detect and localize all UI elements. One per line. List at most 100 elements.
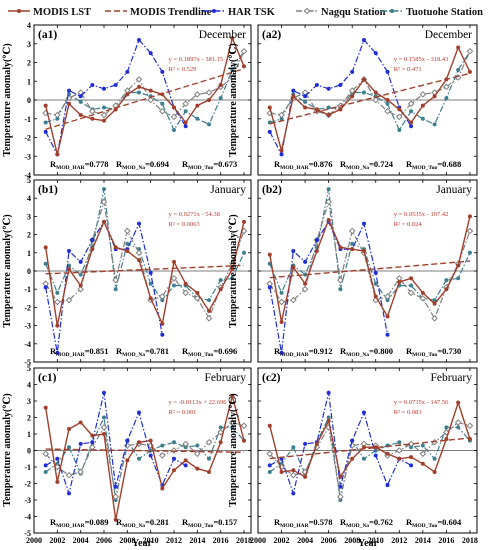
data-point: [395, 113, 403, 121]
data-point: [78, 94, 83, 99]
data-point: [172, 283, 176, 288]
x-tick-label: 2006: [321, 536, 337, 545]
y-tick-label: -4: [24, 171, 31, 180]
data-point: [242, 219, 246, 224]
r-value-mod-har: RMOD_HAR=0.089: [50, 517, 109, 529]
data-point: [361, 38, 366, 42]
data-point: [361, 221, 366, 226]
data-point: [407, 100, 415, 108]
data-point: [361, 248, 366, 253]
data-point: [172, 105, 176, 110]
data-point: [170, 113, 178, 121]
data-point: [160, 486, 165, 491]
data-point: [160, 69, 165, 74]
x-tick-label: 2016: [438, 536, 454, 545]
y-tick-label: -2: [24, 480, 31, 489]
data-point: [113, 245, 118, 250]
data-point: [218, 287, 223, 292]
data-point: [373, 294, 378, 299]
data-point: [217, 429, 224, 436]
data-point: [385, 483, 390, 488]
data-point: [279, 319, 284, 324]
y-tick-label: 1: [27, 430, 31, 439]
y-tick-label: 1: [27, 77, 31, 86]
data-point: [432, 301, 437, 306]
data-point: [148, 270, 153, 275]
data-point: [90, 247, 95, 252]
data-point: [148, 281, 153, 286]
data-point: [303, 99, 308, 104]
data-point: [240, 47, 248, 55]
data-point: [160, 332, 165, 337]
data-point: [409, 120, 414, 125]
data-point: [207, 469, 211, 474]
data-point: [291, 445, 296, 450]
trendline: [269, 72, 471, 125]
series-line: [269, 45, 471, 151]
data-point: [183, 124, 188, 129]
data-point: [207, 98, 211, 102]
data-point: [279, 469, 284, 474]
trend-equation: y = 0.1585x - 318.43: [394, 56, 449, 63]
outer-labels: Temperature anomaly(℃) Temperature anomal…: [2, 43, 379, 549]
series-line: [269, 188, 471, 302]
y-tick-label: 5: [27, 364, 31, 373]
data-point: [466, 422, 474, 430]
series-line: [45, 220, 245, 327]
data-point: [373, 51, 378, 56]
data-point: [242, 250, 246, 255]
data-point: [267, 423, 272, 428]
legend: MODIS LST MODIS Trendline HAR TSK Nagqu Sta…: [8, 7, 483, 18]
y-tick-label: 3: [27, 397, 31, 406]
data-point: [205, 438, 213, 446]
data-point: [397, 279, 402, 284]
series-line: [269, 400, 471, 479]
data-point: [291, 248, 296, 253]
data-point: [159, 107, 166, 115]
data-point: [419, 450, 427, 458]
data-point: [194, 91, 201, 98]
data-point: [230, 276, 235, 281]
data-point: [384, 107, 391, 115]
data-point: [207, 122, 211, 127]
legend-entry-tuotuohe-station: Tuotuohe Station: [381, 7, 483, 18]
panels: -4 -3 -2 -1 0 1 2 3 4 (a1) December y = 0.1897x - 3…: [24, 21, 478, 545]
y-axis-label: Temperature anomaly(℃): [2, 214, 13, 327]
data-point: [43, 469, 48, 474]
data-point: [385, 101, 390, 106]
data-point: [397, 107, 402, 112]
y-axis-label: Temperature anomaly(℃): [2, 43, 13, 156]
data-point: [90, 238, 95, 243]
trendline: [269, 260, 470, 279]
trend-equation: y = 0.0271x - 54.38: [169, 211, 220, 218]
data-point: [43, 405, 48, 410]
y-tick-label: -2: [24, 303, 31, 312]
y-tick-label: -5: [24, 358, 31, 367]
data-point: [137, 90, 141, 95]
data-point: [361, 456, 366, 461]
data-point: [326, 187, 331, 192]
data-point: [172, 128, 176, 132]
data-point: [290, 296, 297, 304]
series-line: [45, 395, 245, 520]
data-point: [125, 458, 130, 463]
data-point: [67, 101, 71, 106]
y-axis-label: Temperature anomaly(℃): [228, 393, 239, 506]
data-point: [100, 198, 108, 206]
data-point: [42, 450, 49, 458]
data-point: [350, 94, 355, 99]
x-tick-label: 2004: [73, 536, 89, 545]
data-point: [102, 432, 106, 436]
data-point: [467, 214, 472, 219]
data-point: [113, 484, 118, 489]
data-point: [65, 296, 73, 304]
data-point: [395, 447, 403, 454]
data-point: [113, 287, 118, 292]
data-point: [102, 118, 106, 123]
data-point: [218, 278, 223, 283]
data-point: [183, 120, 188, 125]
x-tick-label: 2000: [26, 536, 42, 545]
data-point: [267, 105, 272, 110]
series-modis-lst: [43, 219, 246, 328]
data-point: [467, 250, 472, 255]
